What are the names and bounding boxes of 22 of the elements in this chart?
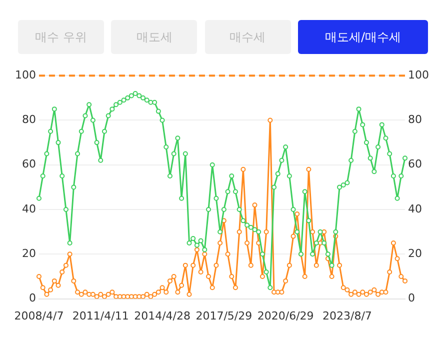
x-tick-label: 2011/4/11 bbox=[72, 309, 129, 322]
y2-tick-label: 40 bbox=[408, 202, 422, 216]
y2-tick-label: 100 bbox=[408, 68, 430, 82]
y-tick-label: 40 bbox=[22, 202, 36, 216]
y-tick-label: 60 bbox=[22, 158, 36, 171]
x-tick-label: 2020/6/29 bbox=[257, 309, 314, 322]
text: 매도세/매수세 bbox=[298, 20, 428, 54]
y-tick-label: 20 bbox=[22, 247, 36, 260]
y-tick-label: 80 bbox=[22, 113, 36, 126]
x-tick-label: 2008/4/7 bbox=[14, 309, 64, 322]
y2-tick-label: 60 bbox=[408, 158, 422, 171]
x-tick-label: 2017/5/29 bbox=[196, 309, 252, 322]
y2-tick-label: 0 bbox=[408, 292, 416, 305]
text: 매수 우위 bbox=[18, 20, 104, 54]
y2-tick-label: 20 bbox=[408, 247, 422, 260]
y-tick-label: 100 bbox=[14, 68, 36, 82]
text: 매수세 bbox=[204, 20, 291, 54]
x-tick-label: 2023/8/7 bbox=[322, 309, 372, 322]
text: 매도세 bbox=[111, 20, 198, 54]
y-tick-label: 0 bbox=[28, 292, 36, 305]
y2-tick-label: 80 bbox=[408, 113, 422, 126]
x-tick-label: 2014/4/28 bbox=[134, 309, 190, 322]
